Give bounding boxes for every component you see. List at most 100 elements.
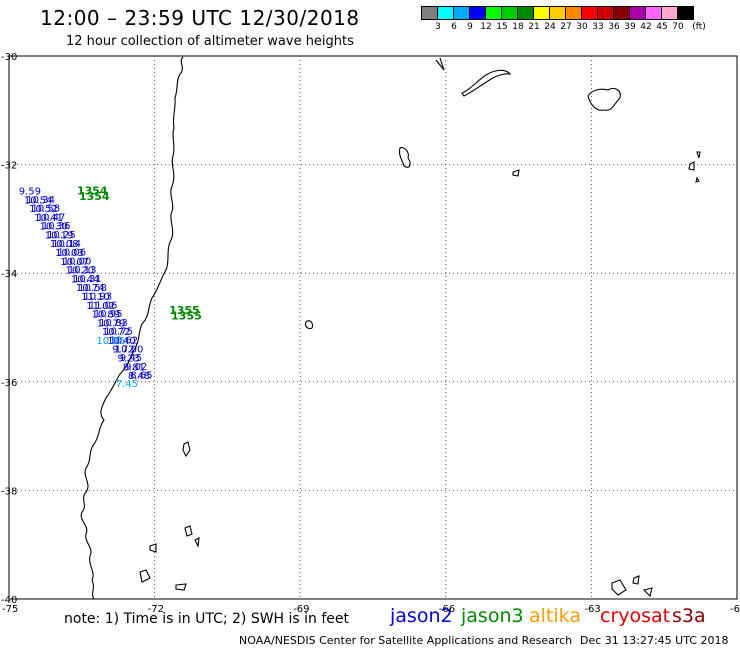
colorbar-label: 39 <box>624 22 636 32</box>
swh-value-label: 9.23 <box>118 354 140 365</box>
swh-value-label: 10.30 <box>40 222 69 233</box>
swh-value-label: 10.34 <box>26 195 55 206</box>
swh-value-label: 8.81 <box>123 362 145 373</box>
swh-value-label: 10.40 <box>107 336 136 347</box>
altimeter-track: 9.5910.3410.5410.5810.5210.4710.4110.361… <box>19 184 202 390</box>
map-subtitle: 12 hour collection of altimeter wave hei… <box>66 34 354 49</box>
pass-time-label: 1354 <box>77 184 108 197</box>
swh-value-label: 10.31 <box>73 274 102 285</box>
swh-value-label: 10.00 <box>115 344 144 355</box>
latitude-label: -36 <box>1 378 17 389</box>
swh-value-label: 11.02 <box>86 301 115 312</box>
legend-altika: altika <box>529 605 581 627</box>
colorbar-label: 12 <box>480 22 492 32</box>
swh-value-label: 10.19 <box>45 230 74 241</box>
swh-value-label: 8.48 <box>128 371 150 382</box>
latitude-label: -38 <box>1 486 17 497</box>
swh-value-label: 10.58 <box>32 204 61 215</box>
latitude-label: -32 <box>1 161 17 172</box>
swh-value-label: 10.07 <box>60 257 89 268</box>
swh-value-label-light: 10.95 <box>96 336 125 347</box>
colorbar-label: 24 <box>544 22 556 32</box>
swh-value-label: 10.54 <box>24 195 53 206</box>
axis-labels: -30 -32 -34 -36 -38 -40-75 -72 -69 -66 -63 -60 <box>1 52 740 615</box>
swh-value-label: 9.45 <box>120 353 142 364</box>
colorbar-label: 18 <box>512 22 524 32</box>
swh-value-label: 10.93 <box>84 292 113 303</box>
swh-value-label: 10.72 <box>102 327 131 338</box>
islet-south-2 <box>184 525 200 548</box>
swh-value-label: 10.00 <box>63 256 92 267</box>
coastline <box>80 56 701 600</box>
colorbar-label: 3 <box>435 22 441 32</box>
swh-value-label: 10.52 <box>29 204 58 215</box>
timestamp-text: Dec 31 13:27:45 UTC 2018 <box>580 634 729 647</box>
swh-value-label: 9.72 <box>112 345 134 356</box>
swh-value-label: 10.62 <box>110 336 139 347</box>
swh-value-label: 10.03 <box>55 248 84 259</box>
graticule <box>9 56 737 599</box>
map-title: 12:00 – 23:59 UTC 12/30/2018 <box>40 6 360 30</box>
longitude-label: -69 <box>293 604 309 615</box>
swh-value-label: 10.74 <box>76 283 105 294</box>
uruguay-coast <box>435 57 512 97</box>
longitude-label: -63 <box>584 604 600 615</box>
longitude-label: -75 <box>2 604 18 615</box>
islet-south-1 <box>182 441 191 458</box>
swh-value-label: 11.10 <box>81 292 110 303</box>
islet-south-3 <box>139 543 187 591</box>
legend-cryosat: cryosat <box>600 605 671 627</box>
island-fragment <box>512 169 520 177</box>
swh-value-label: 10.20 <box>66 266 95 277</box>
colorbar <box>421 6 694 20</box>
swh-value-label: 10.13 <box>68 265 97 276</box>
map-frame <box>8 55 738 600</box>
swh-value-label: 10.36 <box>42 221 71 232</box>
colorbar-swatch <box>677 6 694 20</box>
pass-time-label: 1355 <box>169 304 200 317</box>
colorbar-label: 36 <box>608 22 620 32</box>
longitude-label: -60 <box>730 604 740 615</box>
colorbar-label: 21 <box>528 22 540 32</box>
swh-value-label: 10.41 <box>34 213 63 224</box>
chile-coastline <box>80 56 184 600</box>
colorbar-label: 70 <box>672 22 684 32</box>
latitude-label: -40 <box>1 595 17 606</box>
colorbar-unit: (ft) <box>692 22 706 32</box>
colorbar-label: 15 <box>496 22 508 32</box>
legend-jason2: jason2 <box>390 605 453 627</box>
swh-value-label: 10.58 <box>78 283 107 294</box>
island-fragment-southeast <box>611 575 653 598</box>
swh-value-label: 10.79 <box>97 318 126 329</box>
legend-jason3: jason3 <box>461 605 524 627</box>
colorbar-label: 42 <box>640 22 652 32</box>
swh-value-label: 11.06 <box>89 300 118 311</box>
swh-value-label: 8.65 <box>130 371 152 382</box>
colorbar-label: 33 <box>592 22 604 32</box>
swh-value-label: 10.06 <box>58 248 87 259</box>
swh-value-label: 9.59 <box>19 186 41 197</box>
pass-time-label: 1354 <box>79 190 110 203</box>
longitude-label: -66 <box>439 604 455 615</box>
colorbar-label: 45 <box>656 22 668 32</box>
swh-value-label: 10.83 <box>99 318 128 329</box>
rio-de-la-plata-shore <box>587 87 621 111</box>
swh-value-label: 10.95 <box>94 309 123 320</box>
swh-value-label: 10.75 <box>104 327 133 338</box>
latitude-label: -34 <box>1 269 17 280</box>
island-fragment-east <box>688 151 701 183</box>
latitude-label: -30 <box>1 52 17 63</box>
swh-value-label: 10.08 <box>50 239 79 250</box>
swh-value-label-light: 7.45 <box>116 379 138 390</box>
colorbar-label: 9 <box>467 22 473 32</box>
colorbar-label: 30 <box>576 22 588 32</box>
credit-text: NOAA/NESDIS Center for Satellite Applica… <box>239 634 573 647</box>
swh-value-label: 10.89 <box>92 310 121 321</box>
colorbar-label: 6 <box>451 22 457 32</box>
pass-time-label: 1355 <box>171 309 202 322</box>
swh-value-label: 10.14 <box>52 239 81 250</box>
coast-fragment <box>398 147 411 168</box>
colorbar-label: 27 <box>560 22 572 32</box>
swh-value-label: 9.02 <box>125 362 147 373</box>
